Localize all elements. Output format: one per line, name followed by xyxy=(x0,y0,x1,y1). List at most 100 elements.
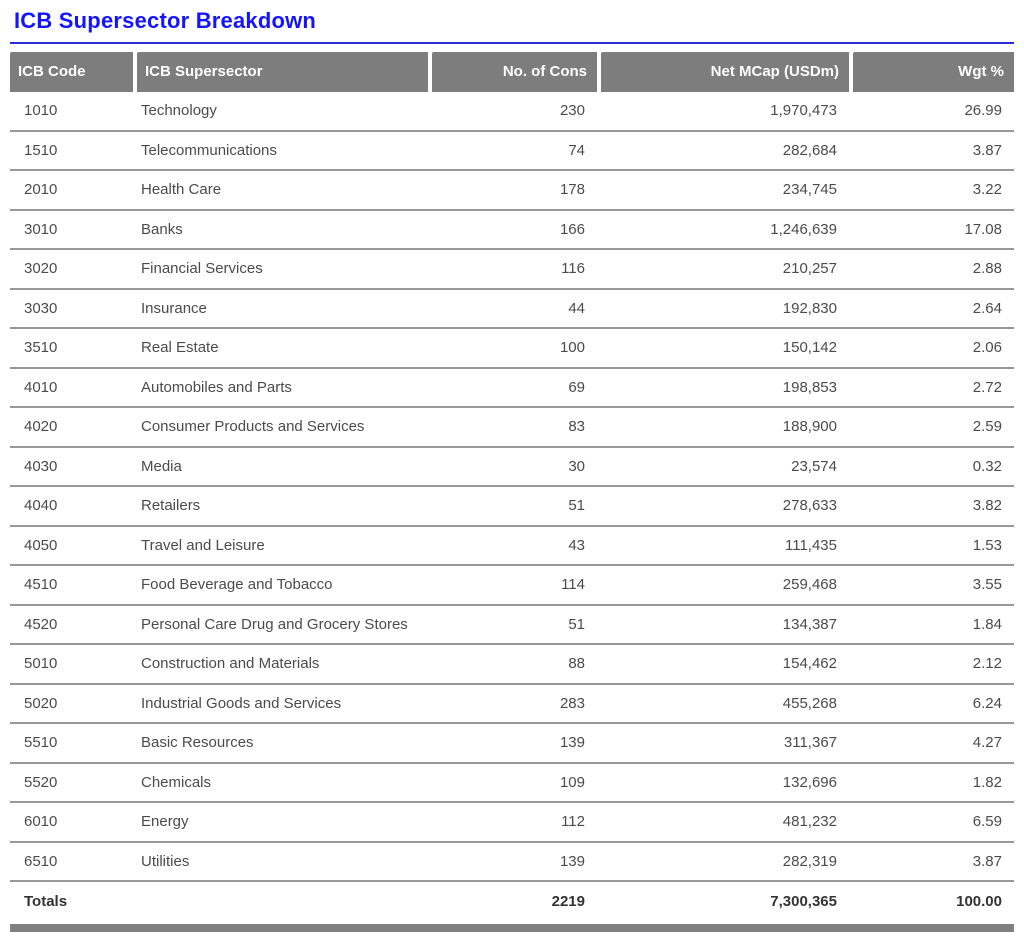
table-row: 4010 Automobiles and Parts 69 198,853 2.… xyxy=(10,369,1014,408)
table-bottom-bar xyxy=(10,924,1014,932)
row-cons: 88 xyxy=(568,655,585,673)
header-cell-icb-supersector: ICB Supersector xyxy=(137,52,428,92)
row-mcap: 188,900 xyxy=(782,418,837,436)
row-wgt: 0.32 xyxy=(972,457,1002,475)
row-wgt: 26.99 xyxy=(964,102,1002,120)
row-wgt: 2.64 xyxy=(972,299,1002,317)
totals-cons: 2219 xyxy=(551,892,585,910)
icb-supersector-table: ICB Code ICB Supersector No. of Cons Net… xyxy=(10,52,1014,932)
row-supersector: Utilities xyxy=(141,852,190,870)
row-mcap: 311,367 xyxy=(783,734,837,752)
row-icb-code: 4510 xyxy=(24,576,58,594)
row-supersector: Travel and Leisure xyxy=(141,536,265,554)
row-mcap: 134,387 xyxy=(782,615,837,633)
row-cons: 100 xyxy=(559,339,585,357)
table-row: 2010 Health Care 178 234,745 3.22 xyxy=(10,171,1014,211)
table-row: 3020 Financial Services 116 210,257 2.88 xyxy=(10,250,1014,290)
row-supersector: Industrial Goods and Services xyxy=(141,694,342,712)
row-cons: 116 xyxy=(561,260,585,278)
row-cons: 109 xyxy=(559,773,585,791)
row-wgt: 1.82 xyxy=(972,773,1002,791)
row-icb-code: 5010 xyxy=(24,655,58,673)
row-mcap: 234,745 xyxy=(782,181,837,199)
header-gap xyxy=(849,52,853,92)
row-mcap: 481,232 xyxy=(782,813,837,831)
totals-wgt: 100.00 xyxy=(956,892,1002,910)
row-supersector: Automobiles and Parts xyxy=(141,378,292,396)
row-supersector: Food Beverage and Tobacco xyxy=(141,576,333,594)
header-cell-net-mcap: Net MCap (USDm) xyxy=(601,52,849,92)
row-mcap: 150,142 xyxy=(782,339,837,357)
row-supersector: Insurance xyxy=(141,299,207,317)
row-mcap: 111,435 xyxy=(785,536,837,554)
row-supersector: Banks xyxy=(141,220,183,238)
title-rule xyxy=(10,42,1014,44)
totals-row: Totals 2219 7,300,365 100.00 xyxy=(10,882,1014,920)
row-cons: 230 xyxy=(559,102,585,120)
row-cons: 283 xyxy=(559,694,585,712)
row-wgt: 6.59 xyxy=(972,813,1002,831)
row-cons: 178 xyxy=(559,181,585,199)
row-supersector: Basic Resources xyxy=(141,734,254,752)
table-row: 4020 Consumer Products and Services 83 1… xyxy=(10,408,1014,448)
table-body: 1010 Technology 230 1,970,473 26.99 1510… xyxy=(10,92,1014,882)
row-wgt: 17.08 xyxy=(964,220,1002,238)
table-row: 5020 Industrial Goods and Services 283 4… xyxy=(10,685,1014,724)
row-icb-code: 3020 xyxy=(24,260,58,278)
row-wgt: 2.72 xyxy=(972,378,1002,396)
table-row: 5010 Construction and Materials 88 154,4… xyxy=(10,645,1014,685)
table-row: 1510 Telecommunications 74 282,684 3.87 xyxy=(10,132,1014,171)
row-wgt: 3.82 xyxy=(972,497,1002,515)
row-cons: 69 xyxy=(568,378,585,396)
row-wgt: 1.84 xyxy=(972,615,1002,633)
row-mcap: 154,462 xyxy=(782,655,837,673)
row-wgt: 2.12 xyxy=(972,655,1002,673)
row-icb-code: 6010 xyxy=(24,813,58,831)
row-supersector: Financial Services xyxy=(141,260,263,278)
header-cell-icb-code: ICB Code xyxy=(10,52,133,92)
row-icb-code: 3010 xyxy=(24,220,58,238)
row-cons: 51 xyxy=(568,615,585,633)
table-header-row: ICB Code ICB Supersector No. of Cons Net… xyxy=(10,52,1014,92)
row-wgt: 2.88 xyxy=(972,260,1002,278)
header-cell-no-of-cons: No. of Cons xyxy=(432,52,597,92)
row-supersector: Consumer Products and Services xyxy=(141,418,365,436)
row-mcap: 210,257 xyxy=(782,260,837,278)
row-cons: 139 xyxy=(559,734,585,752)
row-mcap: 192,830 xyxy=(782,299,837,317)
table-row: 6010 Energy 112 481,232 6.59 xyxy=(10,803,1014,843)
row-supersector: Retailers xyxy=(141,497,201,515)
table-row: 5520 Chemicals 109 132,696 1.82 xyxy=(10,764,1014,803)
row-mcap: 282,684 xyxy=(782,141,837,159)
row-icb-code: 4520 xyxy=(24,615,58,633)
row-supersector: Technology xyxy=(141,102,217,120)
table-row: 4050 Travel and Leisure 43 111,435 1.53 xyxy=(10,527,1014,566)
row-supersector: Construction and Materials xyxy=(141,655,320,673)
row-supersector: Personal Care Drug and Grocery Stores xyxy=(141,615,408,633)
row-mcap: 278,633 xyxy=(782,497,837,515)
table-row: 4040 Retailers 51 278,633 3.82 xyxy=(10,487,1014,527)
row-wgt: 3.87 xyxy=(972,141,1002,159)
row-supersector: Telecommunications xyxy=(141,141,277,159)
table-row: 3010 Banks 166 1,246,639 17.08 xyxy=(10,211,1014,250)
row-mcap: 198,853 xyxy=(782,378,837,396)
row-wgt: 3.22 xyxy=(972,181,1002,199)
row-cons: 139 xyxy=(559,852,585,870)
row-icb-code: 6510 xyxy=(24,852,58,870)
row-icb-code: 4040 xyxy=(24,497,58,515)
header-cell-wgt-pct: Wgt % xyxy=(853,52,1014,92)
header-gap xyxy=(133,52,137,92)
table-row: 5510 Basic Resources 139 311,367 4.27 xyxy=(10,724,1014,764)
page-title: ICB Supersector Breakdown xyxy=(14,8,317,33)
table-row: 4510 Food Beverage and Tobacco 114 259,4… xyxy=(10,566,1014,606)
table-row: 6510 Utilities 139 282,319 3.87 xyxy=(10,843,1014,882)
row-icb-code: 4010 xyxy=(24,378,58,396)
row-mcap: 23,574 xyxy=(791,457,837,475)
row-wgt: 3.55 xyxy=(972,576,1002,594)
row-icb-code: 3030 xyxy=(24,299,58,317)
row-cons: 112 xyxy=(561,813,585,831)
table-row: 4520 Personal Care Drug and Grocery Stor… xyxy=(10,606,1014,645)
row-wgt: 2.06 xyxy=(972,339,1002,357)
row-mcap: 455,268 xyxy=(782,694,837,712)
